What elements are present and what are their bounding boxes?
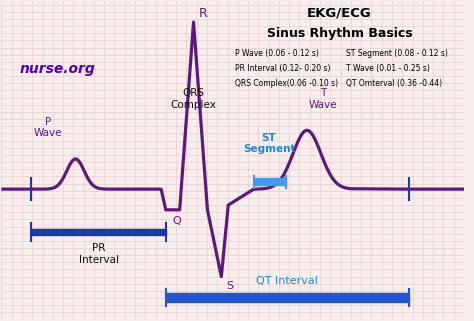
Text: EKG/ECG: EKG/ECG xyxy=(307,6,372,19)
Bar xyxy=(254,178,286,186)
Text: Q: Q xyxy=(173,216,182,226)
Text: ST
Segment: ST Segment xyxy=(243,133,295,154)
Text: PR
Interval: PR Interval xyxy=(79,243,118,265)
Text: S: S xyxy=(226,282,233,291)
Text: Sinus Rhythm Basics: Sinus Rhythm Basics xyxy=(266,27,412,40)
Text: QT Omterval (0.36 -0.44): QT Omterval (0.36 -0.44) xyxy=(346,79,442,88)
Text: QRS
Complex: QRS Complex xyxy=(171,88,217,109)
Text: P Wave (0.06 - 0.12 s): P Wave (0.06 - 0.12 s) xyxy=(235,49,319,58)
Bar xyxy=(31,229,166,235)
Text: P
Wave: P Wave xyxy=(34,117,62,138)
Text: T Wave (0.01 - 0.25 s): T Wave (0.01 - 0.25 s) xyxy=(346,64,430,73)
Text: ST Segment (0.08 - 0.12 s): ST Segment (0.08 - 0.12 s) xyxy=(346,49,448,58)
Text: QT Interval: QT Interval xyxy=(256,276,318,286)
Bar xyxy=(166,293,409,302)
Text: T
Wave: T Wave xyxy=(309,88,337,109)
Text: R: R xyxy=(199,7,208,21)
Text: PR Interval (0.12- 0.20 s): PR Interval (0.12- 0.20 s) xyxy=(235,64,331,73)
Text: nurse.org: nurse.org xyxy=(20,62,96,76)
Text: QRS Complex(0.06 -0.10 s): QRS Complex(0.06 -0.10 s) xyxy=(235,79,338,88)
